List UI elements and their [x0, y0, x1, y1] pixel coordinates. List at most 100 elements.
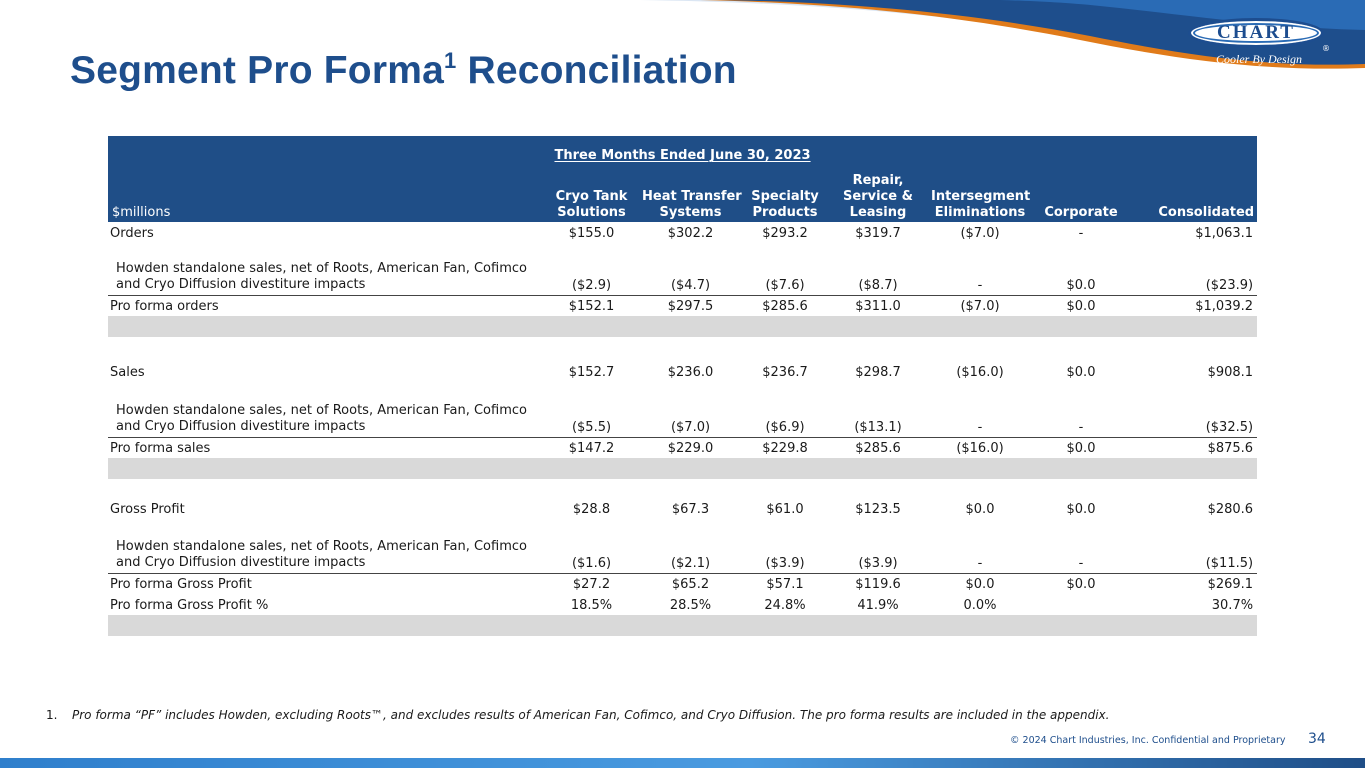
cell-value: $1,063.1: [1195, 226, 1254, 241]
row-label: Pro forma orders: [108, 294, 544, 316]
column-header-line: Leasing: [849, 205, 907, 220]
blank-row: [108, 337, 1257, 353]
column-header-repair-service: Repair, Service & Leasing: [828, 166, 928, 222]
cell-value: -: [977, 419, 983, 435]
chart-logo: CHART ® Cooler By Design: [1188, 18, 1330, 70]
cell-value: $229.8: [742, 436, 828, 458]
cell-value: $152.7: [568, 365, 615, 380]
row-orders-howden-adjustment: Howden standalone sales, net of Roots, A…: [108, 243, 1257, 295]
cell-value: $319.7: [855, 226, 901, 241]
row-pro-forma-gross-profit-pct: Pro forma Gross Profit % 18.5% 28.5% 24.…: [108, 594, 1257, 615]
cell-value: $119.6: [828, 572, 928, 594]
row-pro-forma-gross-profit: Pro forma Gross Profit $27.2 $65.2 $57.1…: [108, 572, 1258, 594]
cell-value: -: [1078, 419, 1084, 435]
cell-value: $875.6: [1130, 436, 1258, 458]
cell-value: [1032, 594, 1130, 615]
cell-value: 30.7%: [1211, 598, 1254, 613]
cell-value: $0.0: [1066, 277, 1096, 293]
row-gross-profit: Gross Profit $28.8 $67.3 $61.0 $123.5 $0…: [108, 495, 1257, 521]
cell-value: ($7.0): [928, 294, 1032, 316]
cell-value: ($4.7): [670, 277, 711, 293]
cell-value: $0.0: [1066, 365, 1096, 380]
column-header-line: Specialty: [751, 189, 819, 204]
column-header-cryo-tank: Cryo Tank Solutions: [544, 166, 639, 222]
cell-value: $147.2: [544, 436, 639, 458]
cell-value: -: [977, 277, 983, 293]
cell-value: $297.5: [639, 294, 742, 316]
cell-value: ($3.9): [765, 555, 805, 571]
cell-value: $285.6: [742, 294, 828, 316]
cell-value: ($8.7): [858, 277, 898, 293]
cell-value: $155.0: [568, 226, 615, 241]
column-header-line: Repair,: [852, 173, 904, 188]
cell-value: $285.6: [828, 436, 928, 458]
cell-value: $0.0: [1066, 502, 1096, 517]
spacer-row: [108, 458, 1258, 479]
cell-value: $311.0: [828, 294, 928, 316]
cell-value: ($13.1): [854, 419, 902, 435]
cell-value: 41.9%: [857, 598, 899, 613]
spacer-row: [108, 316, 1258, 337]
row-label: Sales: [110, 365, 145, 380]
row-sales-howden-adjustment: Howden standalone sales, net of Roots, A…: [108, 385, 1257, 437]
row-label: Howden standalone sales, net of Roots, A…: [116, 538, 527, 570]
title-footnote-marker: 1: [443, 48, 457, 73]
column-header-corporate: Corporate: [1032, 166, 1130, 222]
cell-value: $0.0: [928, 572, 1032, 594]
period-header: Three Months Ended June 30, 2023: [108, 136, 1258, 166]
column-header-line: Heat Transfer: [642, 189, 742, 204]
column-header-line: Service &: [843, 189, 913, 204]
cell-value: ($7.6): [765, 277, 805, 293]
cell-value: $1,039.2: [1130, 294, 1258, 316]
cell-value: $0.0: [1032, 294, 1130, 316]
blank-cell: [108, 479, 1257, 495]
cell-value: ($6.9): [765, 419, 805, 435]
cell-value: ($23.9): [1205, 277, 1254, 293]
period-header-row: Three Months Ended June 30, 2023: [108, 136, 1258, 166]
cell-value: ($16.0): [956, 365, 1004, 380]
cell-value: -: [1078, 555, 1084, 571]
cell-value: ($7.0): [960, 226, 1000, 241]
cell-value: $229.0: [639, 436, 742, 458]
cell-value: ($5.5): [571, 419, 612, 435]
row-label: Howden standalone sales, net of Roots, A…: [116, 260, 527, 292]
column-header-line: Consolidated: [1158, 205, 1255, 220]
row-label: Pro forma Gross Profit: [108, 572, 544, 594]
logo-wordmark: CHART: [1217, 22, 1295, 43]
copyright-notice: © 2024 Chart Industries, Inc. Confidenti…: [1010, 735, 1286, 746]
cell-value: ($11.5): [1205, 555, 1254, 571]
page-title-suffix: Reconciliation: [456, 49, 737, 92]
cell-value: $27.2: [544, 572, 639, 594]
column-header-intersegment: Intersegment Eliminations: [928, 166, 1032, 222]
cell-value: $908.1: [1207, 365, 1254, 380]
spacer-cell: [108, 615, 1258, 636]
row-label: Orders: [110, 226, 154, 241]
column-header-line: Eliminations: [934, 205, 1026, 220]
column-header-specialty: Specialty Products: [742, 166, 828, 222]
cell-value: $65.2: [639, 572, 742, 594]
column-header-line: Corporate: [1044, 205, 1118, 220]
logo-registered-mark: ®: [1322, 44, 1330, 53]
cell-value: $280.6: [1207, 502, 1254, 517]
row-label: Pro forma Gross Profit %: [110, 598, 269, 613]
column-header-heat-transfer: Heat Transfer Systems: [639, 166, 742, 222]
cell-value: $302.2: [667, 226, 714, 241]
row-label: Howden standalone sales, net of Roots, A…: [116, 402, 527, 434]
cell-value: ($16.0): [928, 436, 1032, 458]
footnote-text: Pro forma “PF” includes Howden, excludin…: [72, 708, 1110, 722]
cell-value: $0.0: [965, 502, 995, 517]
cell-value: $293.2: [762, 226, 808, 241]
cell-value: 28.5%: [669, 598, 712, 613]
page-title-text: Segment Pro Forma: [70, 49, 444, 92]
cell-value: $152.1: [544, 294, 639, 316]
footer-bar: [0, 758, 1365, 768]
column-header-row: $millions Cryo Tank Solutions Heat Transf…: [108, 166, 1258, 222]
cell-value: 18.5%: [570, 598, 613, 613]
cell-value: ($2.1): [670, 555, 711, 571]
pro-forma-reconciliation-table: Three Months Ended June 30, 2023 $millio…: [108, 136, 1258, 636]
blank-row: [108, 479, 1257, 495]
page-number: 34: [1308, 731, 1326, 747]
cell-value: $236.7: [762, 365, 808, 380]
logo-oval: [1188, 18, 1324, 48]
row-pro-forma-sales: Pro forma sales $147.2 $229.0 $229.8 $28…: [108, 436, 1258, 458]
